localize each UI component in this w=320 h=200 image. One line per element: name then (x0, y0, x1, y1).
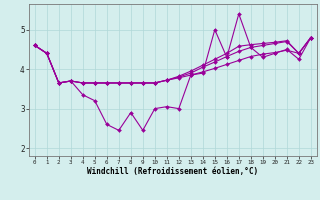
X-axis label: Windchill (Refroidissement éolien,°C): Windchill (Refroidissement éolien,°C) (87, 167, 258, 176)
